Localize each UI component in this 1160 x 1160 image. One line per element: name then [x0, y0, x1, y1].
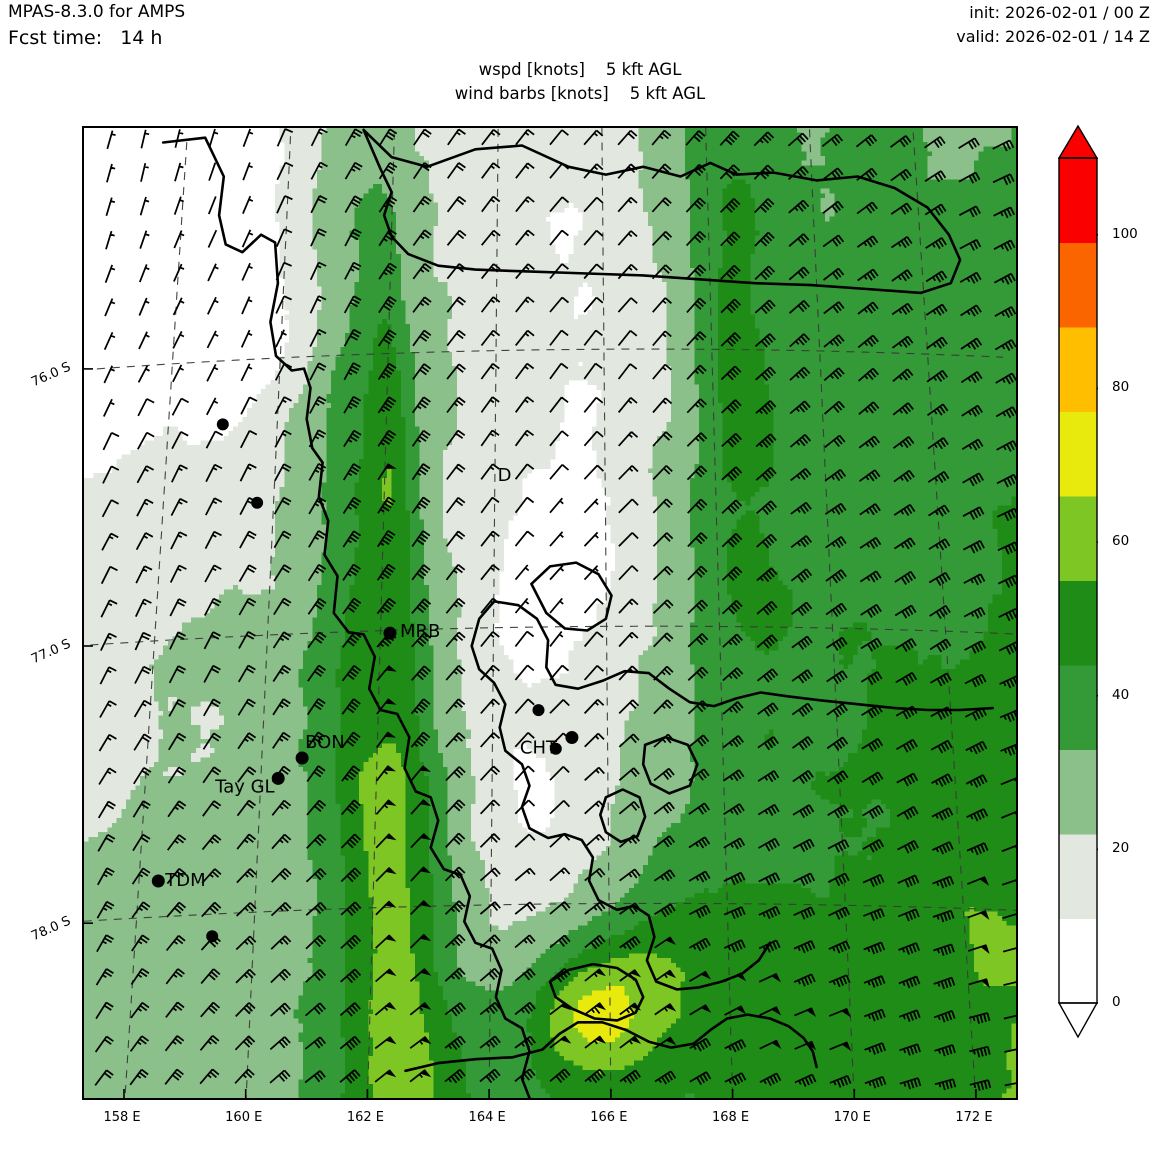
y-tick-label: 78.0 S [29, 913, 74, 945]
colorbar-tick-label: 60 [1112, 533, 1130, 550]
colorbar-tick-label: 40 [1112, 686, 1130, 703]
x-tick-label: 164 E [468, 1110, 506, 1125]
chart-title-line-1: wspd [knots] 5 kft AGL [478, 60, 682, 79]
colorbar-band [1059, 918, 1097, 1004]
map-canvas: MRB BON Tay GL CHT TDM D [84, 128, 1016, 1098]
station-label-cht: CHT [520, 738, 558, 759]
colorbar-band [1059, 327, 1097, 412]
map-panel[interactable]: MRB BON Tay GL CHT TDM D [82, 126, 1018, 1100]
y-tick-label: 76.0 S [29, 359, 74, 391]
chart-title-line-2: wind barbs [knots] 5 kft AGL [454, 83, 706, 103]
init-time-label: init: 2026-02-01 / 00 Z [969, 3, 1150, 22]
colorbar-tick-label: 80 [1112, 379, 1130, 396]
colorbar-band [1059, 665, 1097, 750]
forecast-time-label: Fcst time: 14 h [8, 27, 163, 49]
valid-time-label: valid: 2026-02-01 / 14 Z [956, 27, 1150, 46]
x-tick-label: 172 E [955, 1110, 993, 1125]
station-label-bon: BON [305, 732, 345, 753]
colorbar-band [1059, 834, 1097, 919]
x-tick-label: 166 E [590, 1110, 628, 1125]
x-tick-label: 158 E [103, 1110, 141, 1125]
x-tick-label: 170 E [833, 1110, 871, 1125]
x-tick-label: 168 E [711, 1110, 750, 1125]
colorbar-band [1059, 496, 1097, 581]
colorbar-tick-label: 20 [1112, 840, 1130, 857]
map-frame: MRB BON Tay GL CHT TDM D [82, 126, 1018, 1100]
colorbar-band [1059, 242, 1097, 328]
colorbar-band [1059, 749, 1097, 835]
y-tick-label: 77.0 S [29, 636, 74, 668]
colorbar-band [1059, 411, 1097, 497]
station-label-tdm: TDM [164, 870, 205, 891]
colorbar-tick-label: 0 [1112, 994, 1121, 1010]
x-tick-label: 162 E [346, 1110, 385, 1125]
station-label-d: D [498, 465, 512, 486]
chart-title: wspd [knots] 5 kft AGL wind barbs [knots… [0, 58, 1160, 106]
model-name-label: MPAS-8.3.0 for AMPS [8, 2, 186, 22]
x-tick-label: 160 E [225, 1110, 263, 1125]
station-label-mrb: MRB [400, 621, 440, 642]
colorbar[interactable] [1058, 118, 1098, 1048]
colorbar-band [1059, 580, 1097, 666]
station-label-tay-gl: Tay GL [214, 776, 274, 797]
colorbar-band [1059, 158, 1097, 243]
colorbar-tick-label: 100 [1112, 225, 1138, 242]
colorbar-swatches [1058, 124, 1098, 1039]
